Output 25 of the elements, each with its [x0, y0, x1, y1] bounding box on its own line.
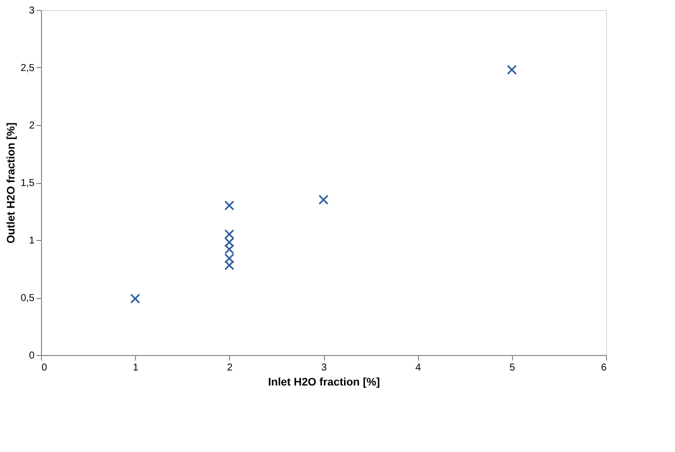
point — [224, 237, 234, 248]
y-axis-title: Outlet H2O fraction [%] — [6, 122, 18, 244]
x-tick-label: 6 — [600, 362, 607, 374]
y-tick-label: 2,5 — [20, 63, 35, 74]
point — [224, 229, 234, 240]
y-tick-label: 0 — [28, 350, 35, 362]
x-tick-label: 3 — [321, 362, 328, 374]
point — [318, 194, 328, 205]
x-tick-label: 1 — [132, 362, 139, 374]
point — [130, 294, 140, 304]
point — [224, 244, 234, 254]
point — [224, 253, 234, 264]
x-tick-label: 0 — [42, 362, 48, 374]
point — [506, 64, 517, 75]
y-tick-label: 2 — [28, 120, 35, 132]
point — [224, 260, 234, 270]
x-tick-label: 2 — [227, 362, 234, 374]
y-tick-label: 1,5 — [20, 178, 35, 189]
x-tick-label: 5 — [510, 362, 516, 374]
y-tick-label: 0,5 — [20, 293, 35, 304]
point — [224, 200, 234, 210]
y-tick-label: 1 — [28, 236, 35, 246]
y-tick-label: 3 — [28, 6, 35, 16]
x-axis-title: Inlet H2O fraction [%] — [268, 376, 380, 388]
x-tick-label: 4 — [415, 362, 422, 374]
